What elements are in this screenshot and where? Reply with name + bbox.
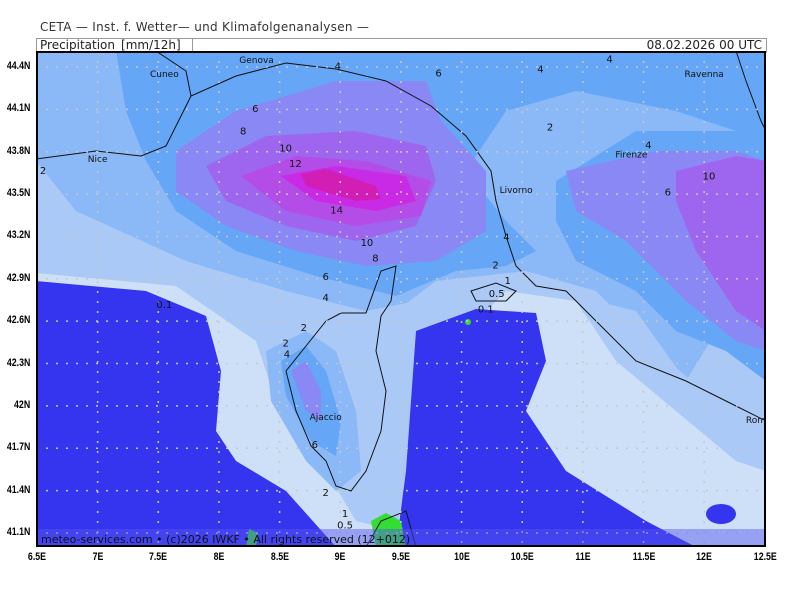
contour-label: 4 xyxy=(537,64,543,75)
field-corsica-6mm xyxy=(291,361,321,421)
place-label: Ravenna xyxy=(684,70,723,80)
contour-label: 1 xyxy=(342,509,348,520)
lat-tick-label: 43.5N xyxy=(6,187,30,200)
field-14mm xyxy=(301,169,381,201)
place-label: Livorno xyxy=(500,186,534,196)
place-label: Nice xyxy=(88,155,108,165)
contour-label: 6 xyxy=(323,272,329,283)
lon-tick-label: 10E xyxy=(453,551,470,563)
dry-land-island xyxy=(465,319,471,325)
contour-label: 6 xyxy=(252,104,258,115)
contour-label: 4 xyxy=(323,293,329,304)
contour-label: 4 xyxy=(606,55,612,66)
contour-label: 0.5 xyxy=(489,289,505,300)
dry-land-sardinia xyxy=(371,513,406,547)
contour-label: 2 xyxy=(323,488,329,499)
product-title: Precipitation_[mm/12h] xyxy=(40,38,181,52)
contour-label: 2 xyxy=(492,261,498,272)
field-dry-east xyxy=(706,504,736,524)
place-label: Cuneo xyxy=(150,70,179,80)
lat-tick-label: 42.3N xyxy=(6,356,30,369)
lat-tick-label: 43.2N xyxy=(6,229,30,242)
sardinia-coast xyxy=(365,510,417,547)
contour-label: 14 xyxy=(330,206,343,217)
contour-label: 1 xyxy=(504,276,510,287)
contour-label: 2 xyxy=(40,166,46,177)
contour-label: 8 xyxy=(372,254,378,265)
contour-label: 6 xyxy=(435,69,441,80)
lat-tick-label: 42.6N xyxy=(6,314,30,327)
lon-tick-label: 12E xyxy=(696,551,712,563)
contour-label: 0.1 xyxy=(156,300,172,311)
precipitation-map: Genova Cuneo Ravenna Nice Firenze Livorno Ajac… xyxy=(36,51,766,547)
lon-tick-label: 10.5E xyxy=(510,551,534,563)
contour-label: 2 xyxy=(547,122,553,133)
lat-tick-label: 44.1N xyxy=(6,102,30,115)
org-header: CETA — Inst. f. Wetter— und Klimafolgena… xyxy=(40,20,370,34)
contour-label: 4 xyxy=(645,141,651,152)
dry-land-patch xyxy=(246,529,258,547)
lat-tick-label: 41.1N xyxy=(6,525,30,538)
contour-label: 6 xyxy=(665,187,671,198)
graticule xyxy=(36,51,766,547)
lon-tick-label: 7E xyxy=(92,551,104,563)
contour-label: 2 xyxy=(301,323,307,334)
lon-tick-label: 12.5E xyxy=(753,551,777,563)
contour-label: 10 xyxy=(279,143,292,154)
lon-tick-label: 11E xyxy=(575,551,591,563)
contour-label: 0.1 xyxy=(478,304,494,315)
lat-tick-label: 42.9N xyxy=(6,271,30,284)
place-label: Ajaccio xyxy=(310,413,343,423)
field-dry-south xyxy=(396,309,696,547)
contour-label: 4 xyxy=(284,350,290,361)
contour-label: 2 xyxy=(282,338,288,349)
valid-datetime: 08.02.2026 00 UTC xyxy=(646,38,762,52)
lon-tick-label: 7.5E xyxy=(149,551,168,563)
contour-label: 10 xyxy=(361,238,374,249)
contour-label: 4 xyxy=(335,62,341,73)
lat-tick-label: 42N xyxy=(13,398,30,411)
elba-coast xyxy=(470,282,517,302)
contour-label: 12 xyxy=(289,159,302,170)
contour-labels: 46 442461068101214108644210.50.10.1224621… xyxy=(40,55,715,532)
place-label: Genova xyxy=(239,56,274,66)
lat-tick-label: 41.7N xyxy=(6,441,30,454)
copyright-footer: meteo-services.com • (c)2026 IWKF • All … xyxy=(41,533,411,546)
contour-label: 8 xyxy=(240,127,246,138)
lat-tick-label: 43.8N xyxy=(6,144,30,157)
lat-tick-label: 41.4N xyxy=(6,483,30,496)
contour-label: 4 xyxy=(503,232,509,243)
contour-label: 6 xyxy=(312,440,318,451)
lon-tick-label: 9E xyxy=(334,551,346,563)
place-labels: Genova Cuneo Ravenna Nice Firenze Livorno Ajac… xyxy=(88,56,766,426)
contour-label: 0.5 xyxy=(337,520,353,531)
lon-tick-label: 11.5E xyxy=(632,551,655,563)
lon-tick-label: 6.5E xyxy=(27,551,47,563)
field-dry-west xyxy=(36,281,336,547)
lon-tick-label: 9.5E xyxy=(391,551,410,563)
lon-tick-label: 8E xyxy=(213,551,225,563)
lon-tick-label: 8.5E xyxy=(270,551,289,563)
field-8mm-east xyxy=(676,156,766,331)
place-label: Rome xyxy=(746,416,766,426)
place-label: Firenze xyxy=(615,151,647,161)
contour-label: 10 xyxy=(703,172,716,183)
lat-tick-label: 44.4N xyxy=(6,60,30,72)
